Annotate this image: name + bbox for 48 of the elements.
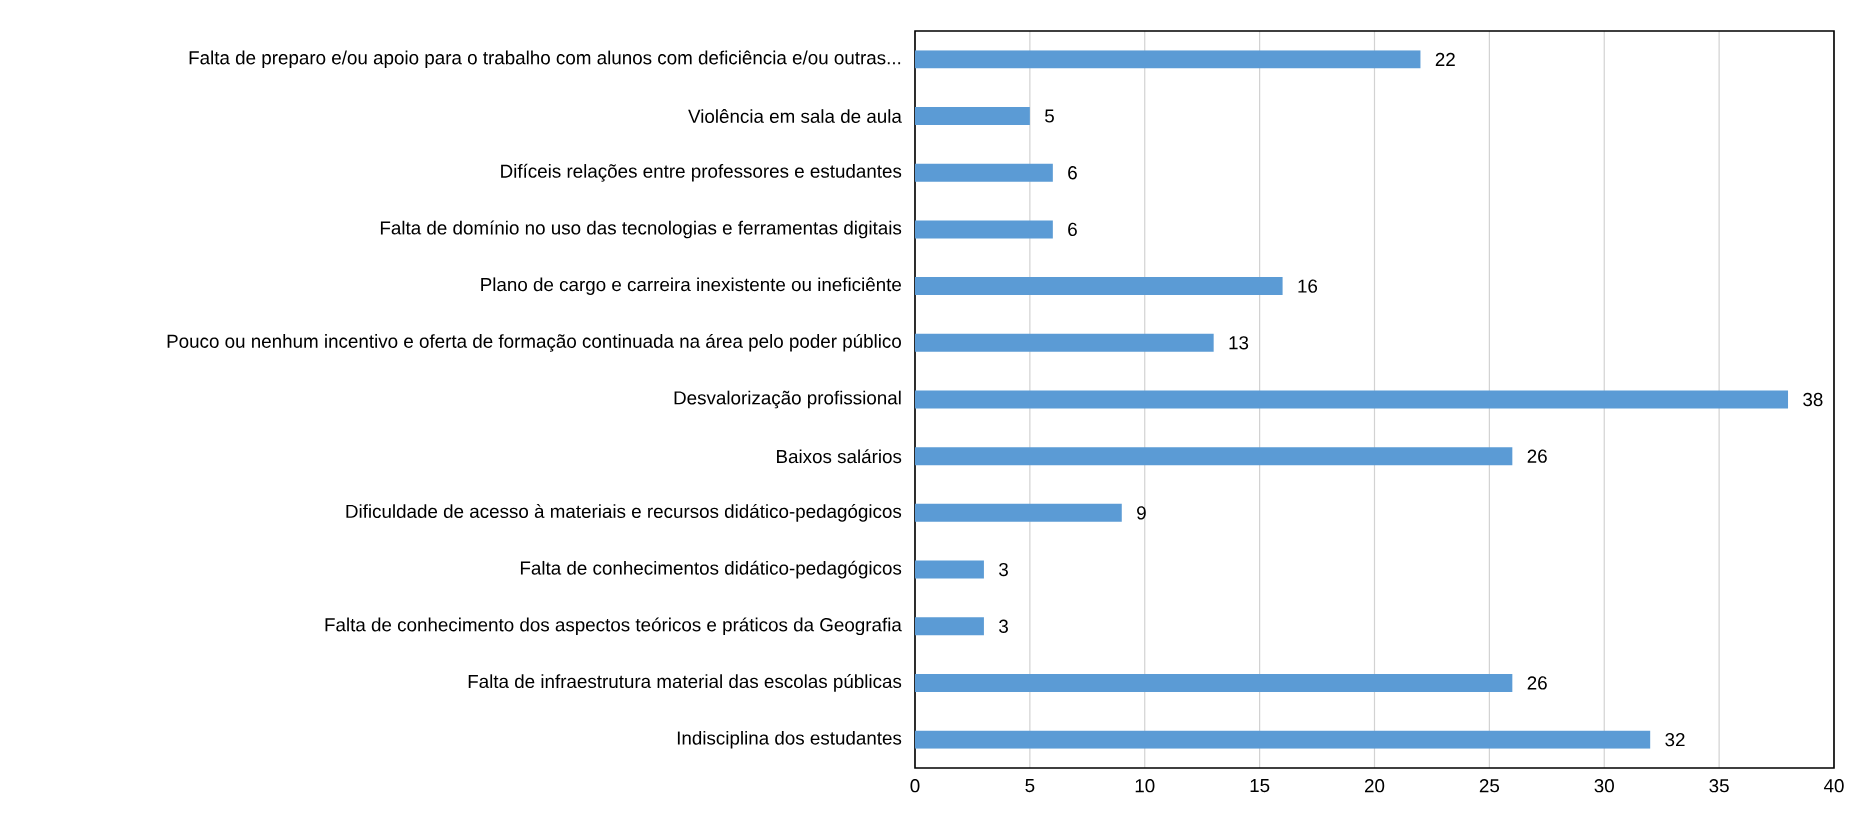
y-tick-label: Falta de domínio no uso das tecnologias e ferramentas digitais xyxy=(380,220,902,239)
y-tick-label: Falta de conhecimento dos aspectos teóricos e práticos da Geografia xyxy=(325,617,902,636)
x-tick-label: 10 xyxy=(1135,779,1155,793)
bar xyxy=(914,560,984,579)
y-tick-label: Desvalorização profissional xyxy=(674,390,901,409)
x-tick-label: 40 xyxy=(1823,779,1844,793)
y-tick-label: Plano de cargo e carreira inexistente ou ineficiênte xyxy=(481,277,902,295)
bar xyxy=(914,447,1513,466)
data-label: 26 xyxy=(1527,449,1547,463)
data-label: 3 xyxy=(999,619,1008,633)
data-label: 38 xyxy=(1803,392,1823,407)
data-label: 16 xyxy=(1298,279,1318,293)
x-tick-label: 5 xyxy=(1025,779,1035,793)
y-tick-label: Indisciplina dos estudantes xyxy=(677,730,902,749)
bar xyxy=(914,277,1283,296)
bar xyxy=(914,730,1651,749)
y-tick-label: Falta de conhecimentos didático-pedagógicos xyxy=(520,560,902,579)
bar xyxy=(914,617,984,636)
x-tick-label: 15 xyxy=(1250,779,1270,793)
bar xyxy=(914,163,1053,182)
x-tick-label: 35 xyxy=(1709,779,1729,793)
bar xyxy=(914,333,1214,352)
x-tick-label: 0 xyxy=(910,779,920,793)
bar xyxy=(914,390,1789,409)
data-label: 6 xyxy=(1068,166,1077,180)
bar xyxy=(914,107,1030,126)
y-tick-label: Difíceis relações entre professores e estudantes xyxy=(501,163,902,182)
data-label: 32 xyxy=(1665,733,1685,747)
bar xyxy=(914,50,1421,69)
y-tick-label: Falta de infraestrutura material das escolas públicas xyxy=(468,674,902,692)
data-label: 5 xyxy=(1045,109,1054,123)
y-tick-label: Baixos salários xyxy=(777,449,902,464)
x-tick-label: 30 xyxy=(1594,779,1614,793)
y-tick-label: Dificuldade de acesso à materiais e recursos didático-pedagógicos xyxy=(346,504,902,522)
bar xyxy=(914,673,1513,692)
data-label: 26 xyxy=(1527,676,1547,690)
data-label: 3 xyxy=(999,562,1008,577)
data-label: 6 xyxy=(1068,222,1077,237)
y-tick-label: Pouco ou nenhum incentivo e oferta de formação continuada na área pelo poder público xyxy=(167,333,901,352)
data-label: 22 xyxy=(1435,52,1455,66)
data-label: 13 xyxy=(1229,336,1249,350)
x-tick-label: 20 xyxy=(1364,779,1385,793)
bar xyxy=(914,220,1053,239)
bar xyxy=(914,503,1122,522)
data-label: 9 xyxy=(1137,506,1146,520)
y-tick-label: Violência em sala de aula xyxy=(688,109,902,123)
y-tick-label: Falta de preparo e/ou apoio para o trabalho com alunos com deficiência e/ou outras... xyxy=(189,50,901,69)
x-tick-label: 25 xyxy=(1479,779,1500,793)
